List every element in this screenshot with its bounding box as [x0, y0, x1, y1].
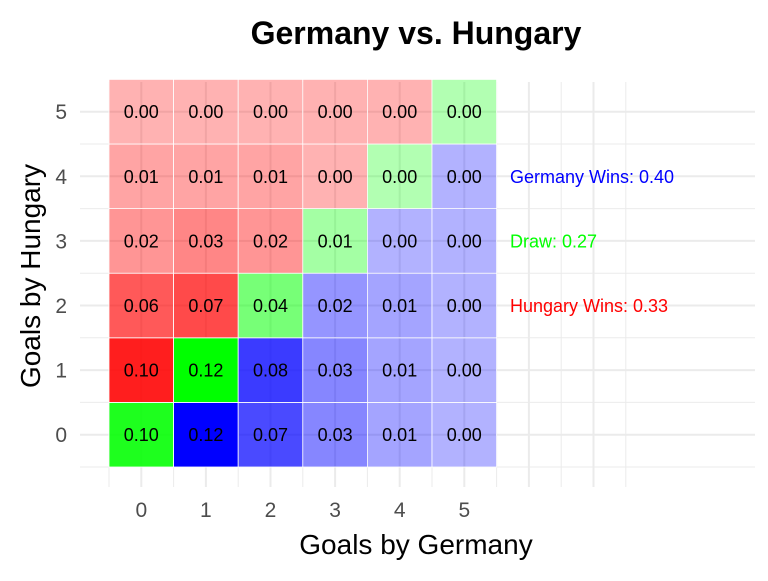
cell-value-label: 0.00: [318, 167, 353, 187]
heatmap-cell: [173, 79, 239, 145]
axis-tick-labels: 0 1 2 3 4 5 0 1 2 3 4 5: [55, 101, 470, 522]
heatmap-cell: [431, 337, 497, 403]
heatmap-cells: [108, 79, 497, 468]
x-tick-label: 3: [329, 499, 341, 522]
heatmap-cell: [302, 143, 368, 209]
y-tick-label: 3: [55, 230, 67, 253]
cell-value-label: 0.01: [382, 296, 417, 316]
x-axis-title: Goals by Germany: [299, 529, 532, 560]
cell-value-label: 0.00: [253, 102, 288, 122]
cell-value-label: 0.00: [447, 361, 482, 381]
cell-value-label: 0.01: [318, 231, 353, 251]
heatmap-cell: [173, 401, 239, 468]
cell-value-labels: 0.10 0.12 0.07 0.03 0.01 0.00 0.10 0.12 0.08 0.03…: [124, 102, 482, 445]
cell-value-label: 0.00: [382, 231, 417, 251]
outcome-annotation: Germany Wins: 0.40: [510, 167, 674, 187]
x-tick-label: 5: [458, 499, 470, 522]
heatmap-cell: [237, 208, 304, 274]
heatmap-cell: [366, 337, 433, 403]
y-axis-title: Goals by Hungary: [15, 164, 46, 388]
heatmap-cell: [366, 143, 433, 209]
cell-value-label: 0.12: [188, 361, 223, 381]
heatmap-cell: [302, 401, 368, 468]
heatmap-cell: [108, 337, 174, 403]
x-tick-label: 4: [394, 499, 406, 522]
cell-value-label: 0.00: [447, 231, 482, 251]
heatmap-cell: [431, 401, 497, 468]
x-tick-label: 1: [200, 499, 212, 522]
outcome-annotations: Germany Wins: 0.40 Draw: 0.27 Hungary Wins…: [510, 167, 674, 316]
heatmap-cell: [237, 272, 304, 339]
y-tick-label: 4: [55, 166, 67, 189]
cell-value-label: 0.10: [124, 425, 159, 445]
cell-value-label: 0.01: [382, 361, 417, 381]
cell-value-label: 0.02: [318, 296, 353, 316]
heatmap-cell: [302, 272, 368, 339]
cell-value-label: 0.01: [188, 167, 223, 187]
y-tick-label: 1: [55, 360, 67, 383]
cell-value-label: 0.00: [447, 167, 482, 187]
heatmap-cell: [431, 272, 497, 339]
heatmap-cell: [237, 337, 304, 403]
heatmap-cell: [108, 272, 174, 339]
heatmap-cell: [302, 208, 368, 274]
heatmap-cell: [302, 337, 368, 403]
x-tick-label: 2: [265, 499, 277, 522]
cell-value-label: 0.00: [318, 102, 353, 122]
heatmap-cell: [302, 79, 368, 145]
cell-value-label: 0.01: [382, 425, 417, 445]
x-tick-label: 0: [135, 499, 147, 522]
grid-lines: [80, 82, 755, 487]
cell-value-label: 0.00: [382, 167, 417, 187]
heatmap-cell: [237, 143, 304, 209]
cell-value-label: 0.02: [253, 231, 288, 251]
heatmap-cell: [108, 143, 174, 209]
y-tick-label: 2: [55, 295, 67, 318]
cell-value-label: 0.06: [124, 296, 159, 316]
y-tick-label: 0: [55, 424, 67, 447]
cell-value-label: 0.04: [253, 296, 288, 316]
cell-value-label: 0.00: [382, 102, 417, 122]
cell-value-label: 0.10: [124, 361, 159, 381]
heatmap-cell: [173, 208, 239, 274]
heatmap-cell: [108, 79, 174, 145]
outcome-annotation: Draw: 0.27: [510, 231, 597, 251]
cell-value-label: 0.00: [447, 102, 482, 122]
cell-value-label: 0.00: [188, 102, 223, 122]
cell-value-label: 0.00: [447, 296, 482, 316]
chart-title: Germany vs. Hungary: [251, 15, 582, 51]
heatmap-cell: [108, 208, 174, 274]
heatmap-cell: [237, 79, 304, 145]
cell-value-label: 0.03: [318, 361, 353, 381]
cell-value-label: 0.07: [188, 296, 223, 316]
cell-value-label: 0.12: [188, 425, 223, 445]
cell-value-label: 0.01: [253, 167, 288, 187]
heatmap-cell: [431, 79, 497, 145]
cell-value-label: 0.00: [447, 425, 482, 445]
cell-value-label: 0.01: [124, 167, 159, 187]
cell-value-label: 0.07: [253, 425, 288, 445]
cell-value-label: 0.08: [253, 361, 288, 381]
heatmap-cell: [366, 272, 433, 339]
outcome-annotation: Hungary Wins: 0.33: [510, 296, 668, 316]
cell-value-label: 0.00: [124, 102, 159, 122]
heatmap-cell: [237, 401, 304, 468]
heatmap-cell: [173, 337, 239, 403]
cell-value-label: 0.03: [318, 425, 353, 445]
cell-value-label: 0.02: [124, 231, 159, 251]
y-tick-label: 5: [55, 101, 67, 124]
cell-value-label: 0.03: [188, 231, 223, 251]
